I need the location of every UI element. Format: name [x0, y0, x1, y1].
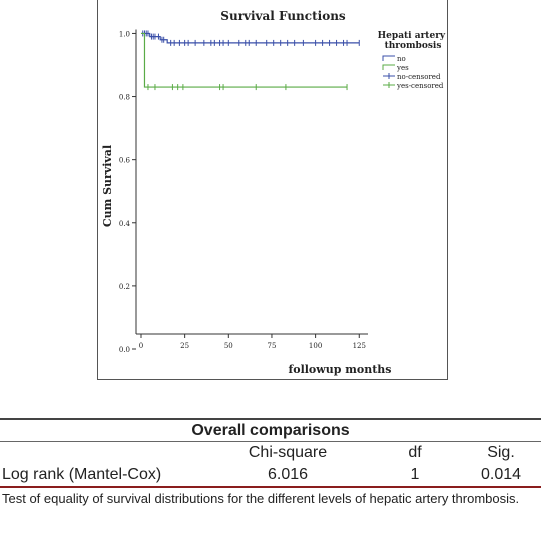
- value-df: 1: [410, 466, 420, 483]
- x-tick-label: 125: [353, 342, 366, 350]
- legend-entry-label: yes: [396, 64, 409, 72]
- survival-line-yes: [140, 32, 348, 88]
- value-chi-square: 6.016: [267, 466, 309, 483]
- x-tick-label: 75: [267, 342, 276, 350]
- legend-entry-label: no: [397, 55, 406, 63]
- y-tick-label: 0.8: [119, 94, 130, 102]
- header-chi-square: Chi-square: [248, 444, 328, 461]
- survival-line-no: [140, 32, 360, 44]
- series-layer: [140, 30, 360, 91]
- legend: Hepati artery thrombosis noyesno-censore…: [378, 31, 447, 90]
- table-title: Overall comparisons: [191, 422, 350, 439]
- x-tick-label: 25: [180, 342, 189, 350]
- chart-title: Survival Functions: [220, 9, 346, 23]
- legend-entry-label: no-censored: [397, 73, 441, 81]
- header-sig: Sig.: [487, 444, 515, 461]
- legend-swatch: [382, 55, 395, 61]
- legend-title-line-1: Hepati artery: [378, 31, 446, 41]
- row-label: Log rank (Mantel-Cox): [2, 466, 162, 483]
- y-tick-label: 1.0: [119, 30, 130, 38]
- y-axis-label: Cum Survival: [101, 145, 114, 227]
- legend-swatch: [382, 64, 395, 70]
- survival-plot: Survival Functions Cum Survival followup…: [101, 9, 447, 376]
- y-tick-label: 0.2: [119, 283, 130, 291]
- table-bottom-rule: [0, 486, 541, 488]
- legend-title-line-2: thrombosis: [385, 41, 442, 51]
- table-row-log-rank: Log rank (Mantel-Cox) 6.016 1 0.014: [0, 464, 541, 486]
- table-header-rule: [0, 441, 541, 442]
- x-axis-label: followup months: [289, 363, 392, 376]
- overall-comparisons-table: Overall comparisons Chi-square df Sig. L…: [0, 418, 541, 507]
- legend-title: Hepati artery thrombosis: [378, 31, 447, 51]
- value-sig: 0.014: [480, 466, 522, 483]
- y-tick-label: 0.4: [119, 220, 131, 228]
- x-tick-label: 0: [139, 342, 143, 350]
- table-top-rule: [0, 418, 541, 420]
- header-df: df: [408, 444, 422, 461]
- table-header-row: Chi-square df Sig.: [0, 442, 541, 464]
- x-tick-label: 50: [224, 342, 233, 350]
- survival-chart: Survival Functions Cum Survival followup…: [97, 0, 448, 380]
- y-tick-label: 0.6: [119, 157, 131, 165]
- x-tick-label: 100: [309, 342, 322, 350]
- y-tick-label: 0.0: [119, 346, 130, 354]
- table-footnote: Test of equality of survival distributio…: [2, 491, 520, 506]
- axes: 0.0 0.2 0.4 0.6 0.8 1.0 0 25 50 75 100 125: [119, 29, 368, 354]
- legend-entry-label: yes-censored: [396, 82, 444, 90]
